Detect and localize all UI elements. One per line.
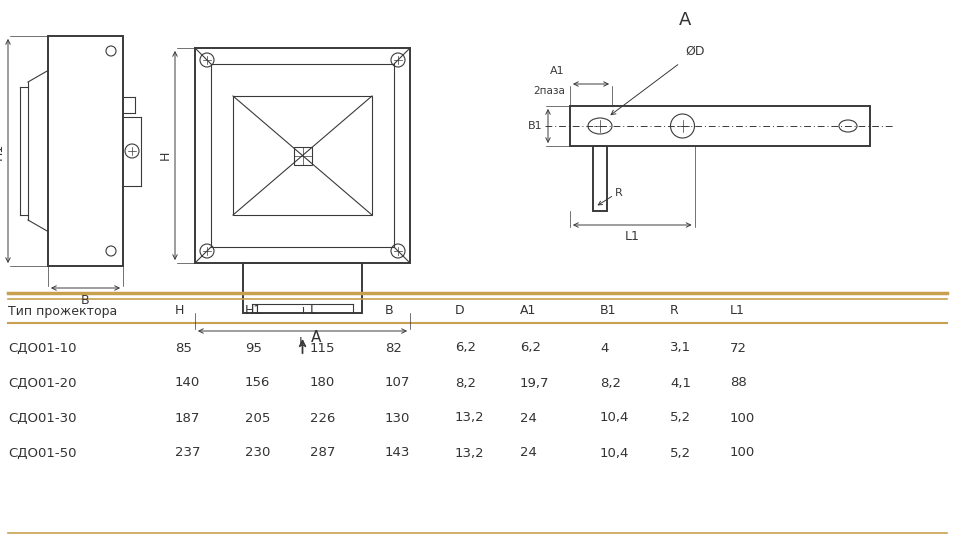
Text: 6,2: 6,2 bbox=[520, 341, 541, 354]
Text: 8,2: 8,2 bbox=[600, 377, 621, 390]
Text: 19,7: 19,7 bbox=[520, 377, 549, 390]
Text: 287: 287 bbox=[310, 446, 335, 459]
Text: 24: 24 bbox=[520, 446, 537, 459]
Bar bbox=[593, 146, 607, 211]
Bar bbox=[243, 263, 362, 313]
Bar bbox=[293, 147, 311, 164]
Text: 115: 115 bbox=[310, 341, 335, 354]
Bar bbox=[195, 48, 410, 263]
Text: 237: 237 bbox=[175, 446, 201, 459]
Text: A: A bbox=[310, 331, 321, 346]
Text: 82: 82 bbox=[385, 341, 402, 354]
Bar bbox=[48, 36, 123, 266]
Text: 156: 156 bbox=[245, 377, 270, 390]
Text: 205: 205 bbox=[245, 412, 270, 425]
Text: 24: 24 bbox=[520, 412, 537, 425]
Text: 10,4: 10,4 bbox=[600, 412, 629, 425]
Bar bbox=[233, 96, 372, 215]
Text: ØD: ØD bbox=[685, 45, 705, 58]
Text: R: R bbox=[670, 305, 679, 318]
Text: 5,2: 5,2 bbox=[670, 412, 691, 425]
Text: L1: L1 bbox=[730, 305, 745, 318]
Text: B: B bbox=[385, 305, 393, 318]
Text: 95: 95 bbox=[245, 341, 262, 354]
Text: A1: A1 bbox=[520, 305, 537, 318]
Text: 140: 140 bbox=[175, 377, 201, 390]
Text: 143: 143 bbox=[385, 446, 411, 459]
Text: H1: H1 bbox=[0, 142, 5, 160]
Text: 5,2: 5,2 bbox=[670, 446, 691, 459]
Text: 230: 230 bbox=[245, 446, 270, 459]
Text: 100: 100 bbox=[730, 412, 755, 425]
Text: B: B bbox=[81, 294, 90, 307]
Text: 2паза: 2паза bbox=[533, 86, 565, 96]
Text: 4,1: 4,1 bbox=[670, 377, 691, 390]
Text: L: L bbox=[310, 305, 317, 318]
Text: СДО01-50: СДО01-50 bbox=[8, 446, 76, 459]
Text: H: H bbox=[159, 151, 172, 160]
Text: 4: 4 bbox=[600, 341, 608, 354]
Text: H1: H1 bbox=[245, 305, 263, 318]
Text: 13,2: 13,2 bbox=[455, 446, 484, 459]
Text: 3,1: 3,1 bbox=[670, 341, 691, 354]
Text: R: R bbox=[615, 188, 623, 198]
Text: 8,2: 8,2 bbox=[455, 377, 476, 390]
Text: 130: 130 bbox=[385, 412, 411, 425]
Text: 10,4: 10,4 bbox=[600, 446, 629, 459]
Text: СДО01-10: СДО01-10 bbox=[8, 341, 76, 354]
Text: 6,2: 6,2 bbox=[455, 341, 476, 354]
Text: 85: 85 bbox=[175, 341, 192, 354]
Text: 107: 107 bbox=[385, 377, 411, 390]
Text: A: A bbox=[679, 11, 691, 29]
Text: СДО01-30: СДО01-30 bbox=[8, 412, 76, 425]
Text: 100: 100 bbox=[730, 446, 755, 459]
Text: 13,2: 13,2 bbox=[455, 412, 484, 425]
Text: D: D bbox=[455, 305, 465, 318]
Bar bbox=[570, 106, 870, 146]
Text: 72: 72 bbox=[730, 341, 747, 354]
Text: L1: L1 bbox=[625, 229, 640, 242]
Text: B1: B1 bbox=[527, 121, 542, 131]
Text: Тип прожектора: Тип прожектора bbox=[8, 305, 117, 318]
Text: 180: 180 bbox=[310, 377, 335, 390]
Text: 187: 187 bbox=[175, 412, 201, 425]
Text: L: L bbox=[299, 335, 306, 348]
Text: A1: A1 bbox=[550, 66, 565, 76]
Text: СДО01-20: СДО01-20 bbox=[8, 377, 76, 390]
Text: 226: 226 bbox=[310, 412, 335, 425]
Text: B1: B1 bbox=[600, 305, 617, 318]
Bar bbox=[211, 64, 394, 247]
Text: 88: 88 bbox=[730, 377, 747, 390]
Text: H: H bbox=[175, 305, 184, 318]
